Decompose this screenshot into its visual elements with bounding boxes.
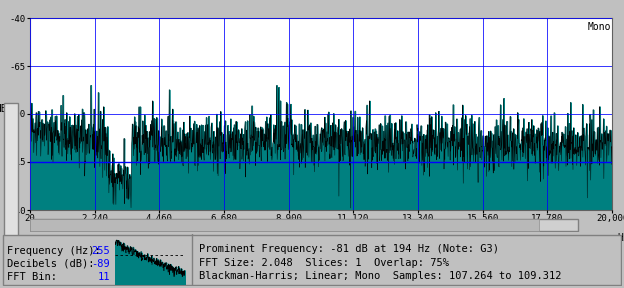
- Text: 255: 255: [91, 246, 110, 256]
- Text: Prominent Frequency: -81 dB at 194 Hz (Note: G3): Prominent Frequency: -81 dB at 194 Hz (N…: [199, 244, 499, 254]
- Text: FFT Size: 2.048  Slices: 1  Overlap: 75%: FFT Size: 2.048 Slices: 1 Overlap: 75%: [199, 258, 449, 268]
- X-axis label: Hz: Hz: [618, 233, 624, 243]
- Text: Blackman-Harris; Linear; Mono  Samples: 107.264 to 109.312: Blackman-Harris; Linear; Mono Samples: 1…: [199, 271, 562, 281]
- Text: Decibels (dB):: Decibels (dB):: [7, 259, 94, 269]
- Text: Frequency (Hz):: Frequency (Hz):: [7, 246, 100, 256]
- Text: Mono: Mono: [587, 22, 611, 32]
- Text: -89: -89: [91, 259, 110, 269]
- Text: FFT Bin:: FFT Bin:: [7, 272, 57, 282]
- FancyBboxPatch shape: [3, 235, 621, 285]
- Y-axis label: dB: dB: [0, 104, 7, 114]
- FancyBboxPatch shape: [4, 103, 18, 274]
- FancyBboxPatch shape: [30, 219, 539, 231]
- Text: 11: 11: [97, 272, 110, 282]
- FancyBboxPatch shape: [30, 219, 578, 231]
